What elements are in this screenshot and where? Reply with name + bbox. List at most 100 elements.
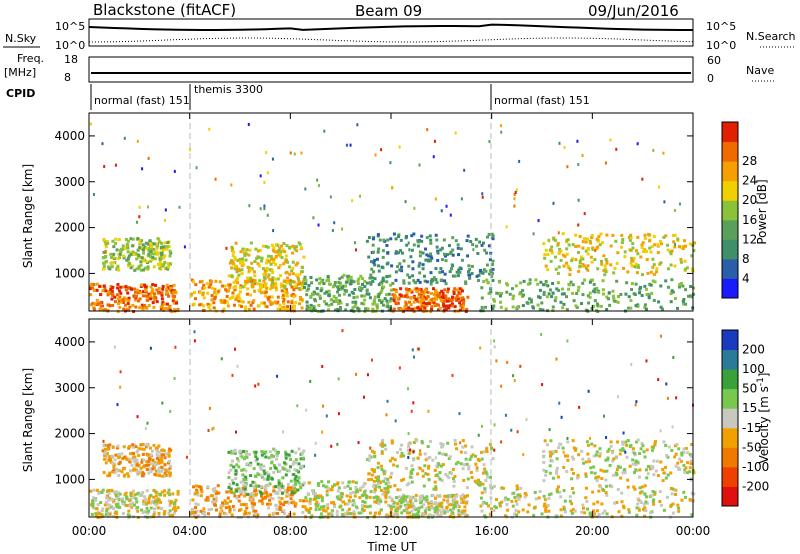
scatter-cell [371, 237, 375, 241]
scatter-cell [453, 442, 457, 446]
scatter-cell [168, 308, 172, 312]
scatter-cell [483, 248, 487, 252]
scatter-cell [442, 299, 446, 303]
scatter-cell [308, 502, 312, 506]
scatter-cell [633, 265, 637, 269]
scatter-cell [232, 280, 236, 284]
scatter-cell [617, 510, 621, 514]
scatter-cell [386, 302, 390, 306]
scatter-cell [506, 360, 509, 364]
scatter-cell [636, 304, 640, 308]
scatter-cell [145, 489, 149, 493]
scatter-cell [267, 259, 271, 263]
scatter-cell [540, 512, 544, 516]
scatter-cell [312, 306, 316, 310]
scatter-cell [600, 262, 604, 266]
scatter-cell [149, 346, 152, 350]
y-tick-label: 3000 [54, 175, 85, 189]
scatter-cell [605, 469, 609, 473]
scatter-cell [266, 477, 270, 481]
scatter-cell [111, 239, 115, 243]
scatter-cell [629, 233, 633, 237]
scatter-cell [243, 279, 247, 283]
scatter-cell [330, 298, 334, 302]
scatter-cell [241, 285, 245, 289]
scatter-cell [400, 451, 404, 455]
scatter-cell [455, 299, 459, 303]
scatter-cell [546, 284, 550, 288]
colorbar-tick-label: 8 [742, 252, 750, 266]
scatter-cell [141, 511, 145, 515]
scatter-cell [106, 303, 110, 307]
scatter-cell [211, 488, 215, 492]
scatter-cell [254, 509, 258, 513]
scatter-cell [491, 234, 495, 238]
scatter-cell [295, 249, 299, 253]
scatter-cell [140, 283, 144, 287]
scatter-cell [168, 286, 172, 290]
scatter-cell [278, 246, 282, 250]
scatter-cell [302, 282, 306, 286]
scatter-cell [542, 449, 546, 453]
scatter-cell [475, 468, 479, 472]
scatter-cell [267, 506, 271, 510]
scatter-cell [114, 237, 118, 241]
scatter-cell [579, 255, 583, 259]
scatter-cell [121, 244, 125, 248]
scatter-cell [558, 490, 562, 494]
scatter-cell [380, 451, 384, 455]
scatter-cell [292, 280, 296, 284]
scatter-cell [229, 468, 233, 472]
scatter-cell [393, 512, 397, 516]
scatter-cell [275, 243, 279, 247]
scatter-cell [464, 457, 468, 461]
scatter-cell [153, 461, 157, 465]
colorbar-tick-label: 200 [742, 343, 765, 357]
scatter-cell [138, 470, 142, 474]
scatter-cell [410, 464, 414, 468]
scatter-cell [394, 509, 398, 513]
scatter-cell [119, 385, 122, 389]
scatter-cell [518, 159, 521, 163]
scatter-cell [611, 459, 615, 463]
scatter-cell [239, 503, 243, 507]
scatter-cell [265, 258, 269, 262]
scatter-cell [398, 262, 402, 266]
scatter-cell [146, 444, 150, 448]
scatter-cell [365, 496, 369, 500]
scatter-cell [515, 306, 519, 310]
colorbar-segment [722, 122, 738, 143]
scatter-cell [599, 304, 603, 308]
scatter-cell [301, 456, 305, 460]
scatter-cell [562, 465, 566, 469]
scatter-cell [384, 496, 388, 500]
scatter-cell [414, 513, 418, 517]
scatter-cell [147, 252, 151, 256]
scatter-cell [557, 446, 561, 450]
scatter-cell [240, 455, 244, 459]
scatter-cell [252, 299, 256, 303]
scatter-cell [369, 490, 373, 494]
scatter-cell [435, 297, 439, 301]
scatter-cell [95, 298, 99, 302]
scatter-cell [232, 491, 236, 495]
scatter-cell [108, 503, 112, 507]
scatter-cell [446, 496, 450, 500]
scatter-cell [106, 444, 110, 448]
scatter-cell [201, 308, 205, 312]
scatter-cell [121, 298, 125, 302]
colorbar-tick-label: -50 [742, 440, 762, 454]
scatter-cell [166, 461, 170, 465]
scatter-cell [344, 308, 348, 312]
scatter-cell [420, 290, 424, 294]
scatter-cell [96, 503, 100, 507]
scatter-cell [612, 299, 616, 303]
scatter-cell [408, 448, 411, 452]
scatter-cell [498, 294, 502, 298]
scatter-cell [307, 284, 311, 288]
scatter-cell [146, 453, 150, 457]
scatter-cell [645, 249, 649, 253]
scatter-cell [278, 483, 282, 487]
scatter-cell [284, 254, 288, 258]
scatter-cell [690, 295, 694, 299]
